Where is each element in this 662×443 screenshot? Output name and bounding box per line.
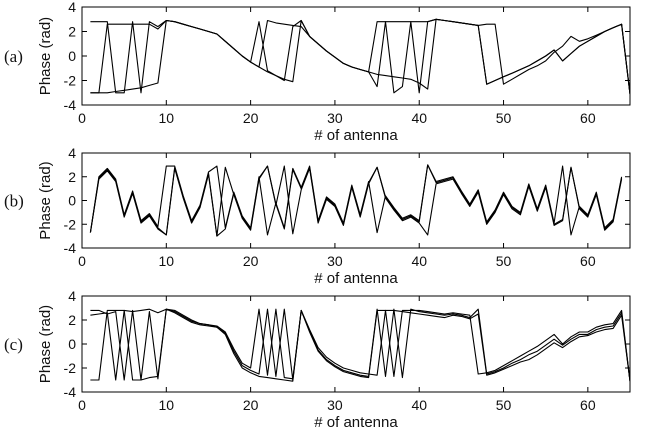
y-tick-label: -4 xyxy=(64,384,77,400)
x-tick-label: 50 xyxy=(496,110,512,126)
y-axis-label: Phase (rad) xyxy=(37,305,54,383)
series-line-1 xyxy=(90,308,631,382)
x-tick-label: 50 xyxy=(496,397,512,413)
y-axis-label: Phase (rad) xyxy=(37,17,54,95)
y-tick-label: 4 xyxy=(68,0,76,15)
y-tick-label: 0 xyxy=(68,48,76,64)
series-line-3 xyxy=(89,165,623,237)
y-tick-label: 2 xyxy=(68,24,76,40)
y-axis-label: Phase (rad) xyxy=(37,161,54,239)
y-tick-label: -2 xyxy=(64,216,77,232)
series-line-1 xyxy=(90,18,631,95)
x-axis-label: # of antenna xyxy=(314,270,398,287)
x-tick-label: 0 xyxy=(78,110,86,126)
y-tick-label: 0 xyxy=(68,336,76,352)
x-tick-label: 40 xyxy=(411,110,427,126)
chart-panel-3: 0 10 20 30 40 50 60 -4 -2 0 2 4 # of antenna Phase (r… xyxy=(4,288,631,431)
x-tick-label: 30 xyxy=(327,397,343,413)
x-tick-label: 30 xyxy=(327,253,343,269)
x-tick-label: 20 xyxy=(243,110,259,126)
y-tick-label: -2 xyxy=(64,360,77,376)
series-line-2 xyxy=(90,18,631,95)
y-tick-label: -4 xyxy=(64,97,77,113)
x-tick-label: 60 xyxy=(580,397,596,413)
y-tick-label: 2 xyxy=(68,169,76,185)
x-tick-label: 20 xyxy=(243,253,259,269)
x-tick-label: 60 xyxy=(580,110,596,126)
y-tick-label: 4 xyxy=(68,145,76,161)
x-axis-label: # of antenna xyxy=(314,414,398,431)
y-tick-label: 2 xyxy=(68,312,76,328)
x-tick-label: 0 xyxy=(78,253,86,269)
x-axis-label: # of antenna xyxy=(314,127,398,144)
y-tick-label: 0 xyxy=(68,193,76,209)
series-line-3 xyxy=(90,308,631,382)
series-line-3 xyxy=(90,18,631,95)
chart-panel-1: 0 10 20 30 40 50 60 -4 -2 0 2 4 # of antenna Phase (r… xyxy=(4,0,631,144)
x-tick-label: 10 xyxy=(159,110,175,126)
panel-label: (a) xyxy=(4,47,23,66)
panel-label: (b) xyxy=(4,192,24,211)
x-tick-label: 20 xyxy=(243,397,259,413)
y-tick-label: -2 xyxy=(64,73,77,89)
x-tick-label: 40 xyxy=(411,397,427,413)
chart-panel-2: 0 10 20 30 40 50 60 -4 -2 0 2 4 # of antenna Phase (r… xyxy=(4,145,631,287)
x-tick-label: 10 xyxy=(159,253,175,269)
y-tick-label: 4 xyxy=(68,288,76,304)
x-tick-label: 60 xyxy=(580,253,596,269)
series-line-2 xyxy=(89,164,623,236)
x-tick-label: 30 xyxy=(327,110,343,126)
x-tick-label: 0 xyxy=(78,397,86,413)
series-line-2 xyxy=(90,308,631,382)
y-tick-label: -4 xyxy=(64,240,77,256)
panel-label: (c) xyxy=(4,335,23,354)
x-tick-label: 40 xyxy=(411,253,427,269)
x-tick-label: 10 xyxy=(159,397,175,413)
x-tick-label: 50 xyxy=(496,253,512,269)
